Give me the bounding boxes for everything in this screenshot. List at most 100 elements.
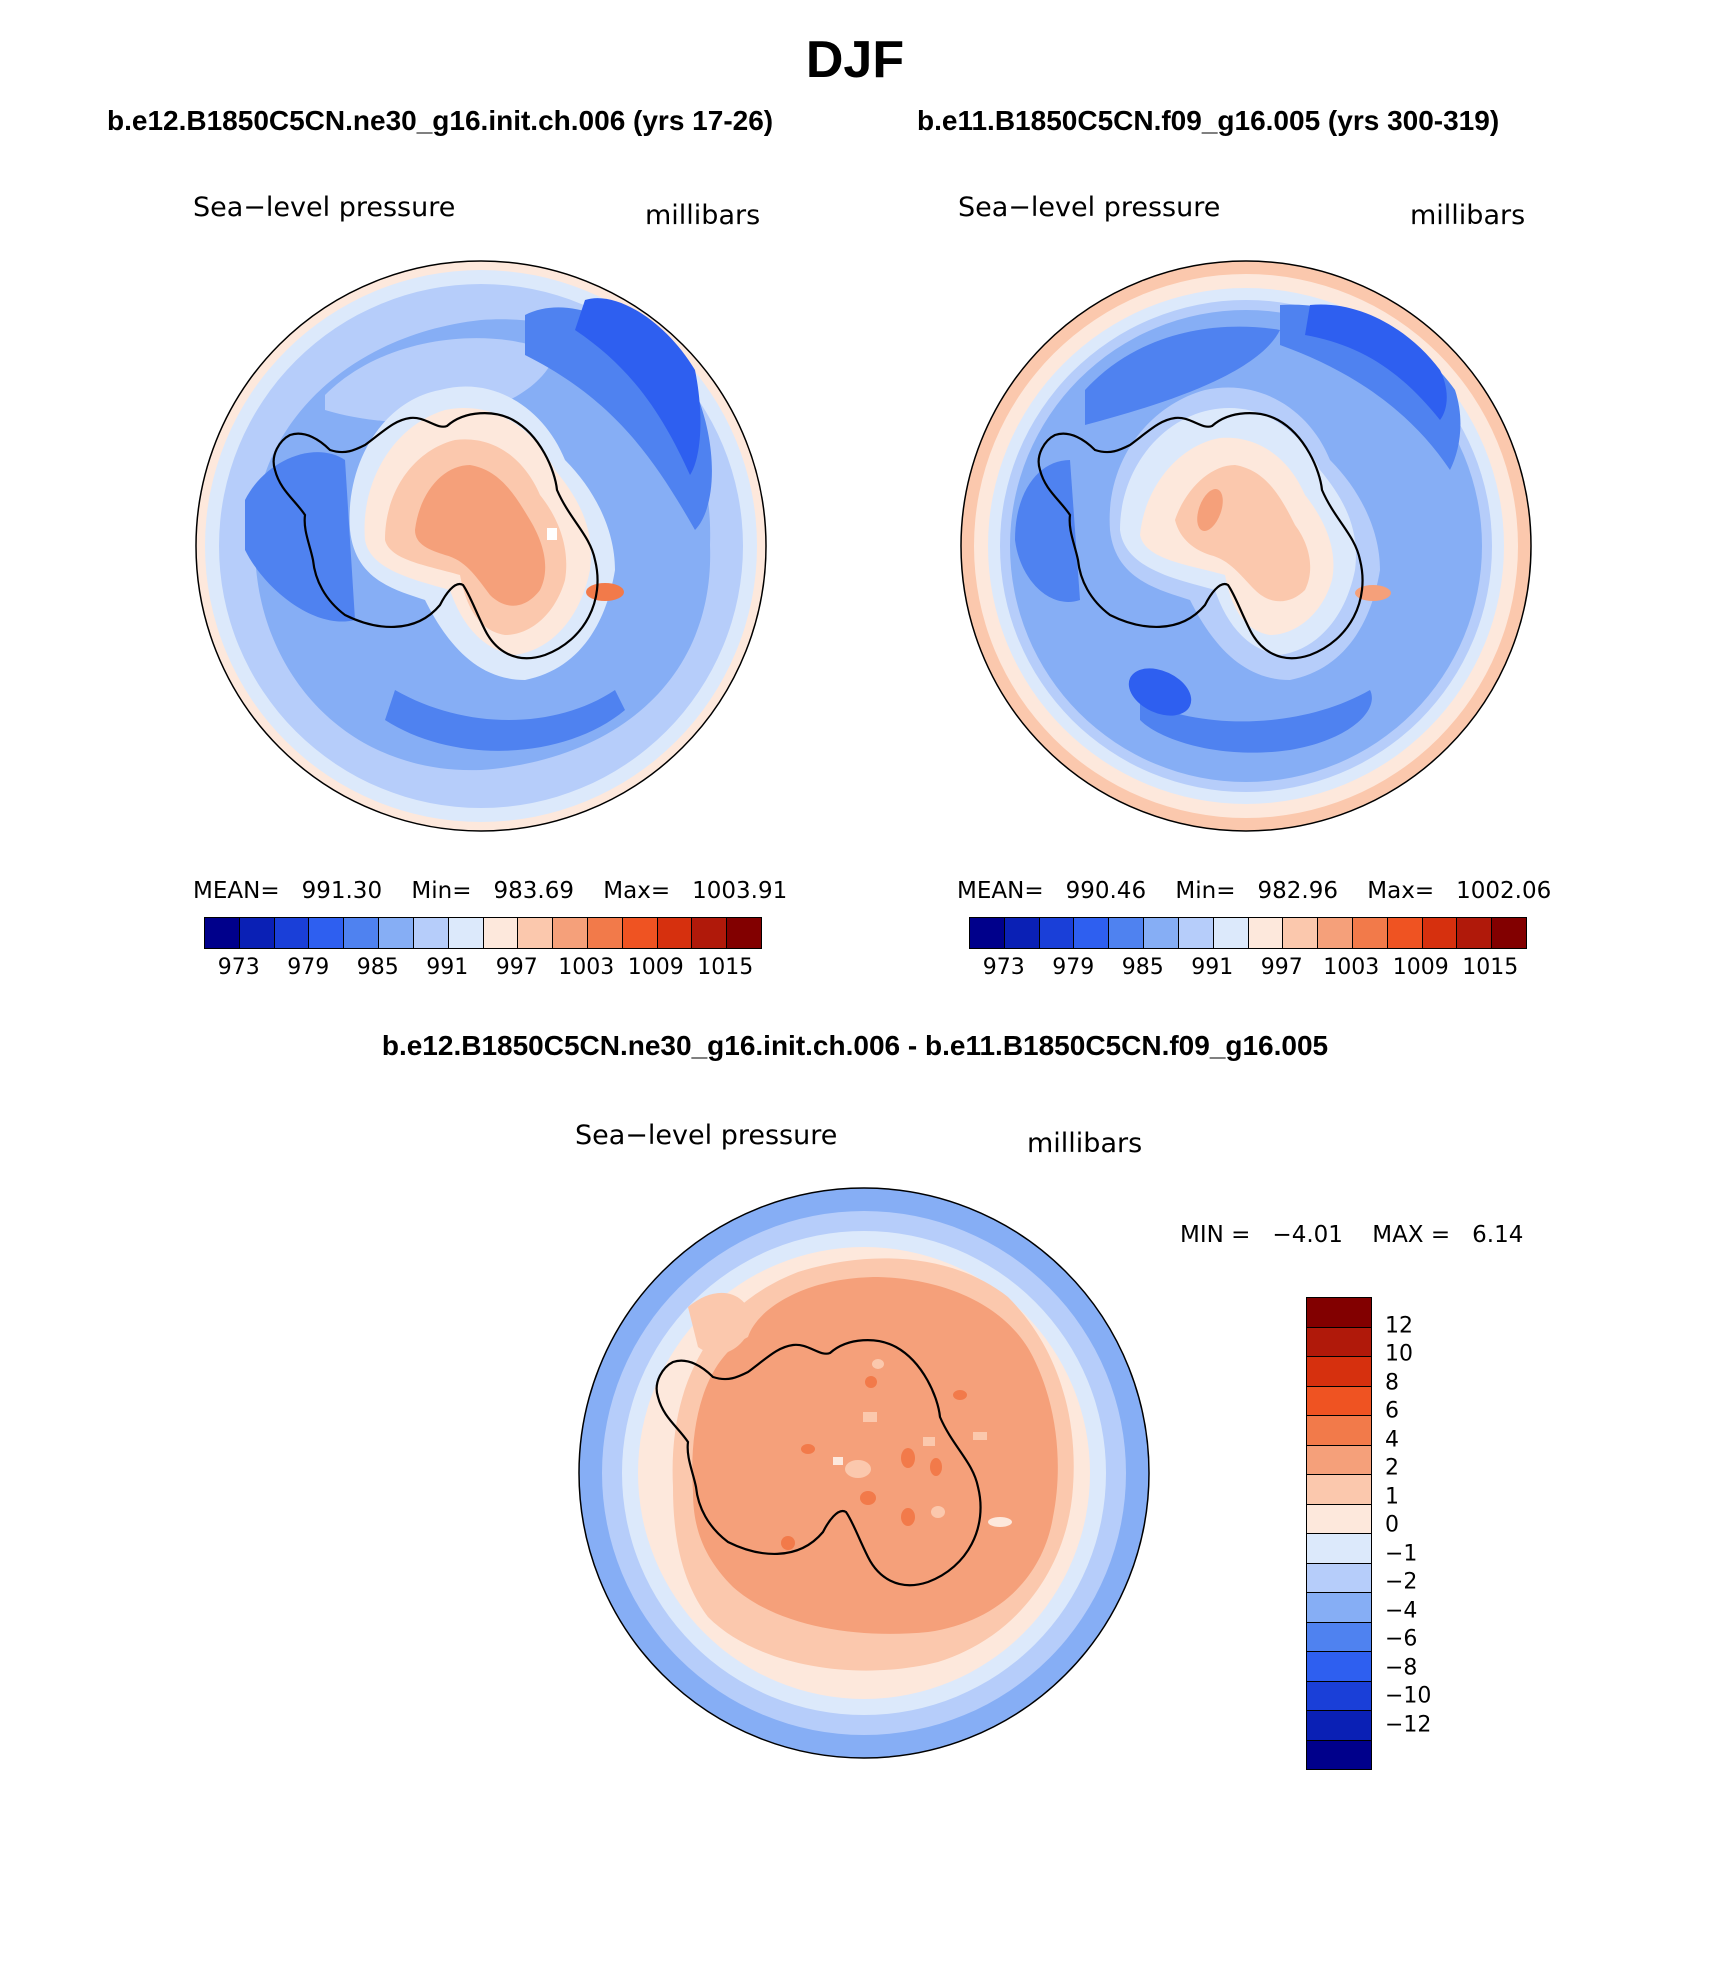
diff-min-value: −4.01 <box>1272 1222 1343 1248</box>
diff-colorbar-tick-label: 8 <box>1385 1370 1399 1395</box>
diff-colorbar-swatch <box>1307 1475 1371 1505</box>
diff-colorbar-swatch <box>1307 1681 1371 1711</box>
diff-colorbar-swatch <box>1307 1416 1371 1446</box>
panel-2-colorbar-swatch <box>1144 918 1179 948</box>
panel-1-min-label: Min= <box>411 878 472 904</box>
panel-1-max-label: Max= <box>603 878 671 904</box>
panel-2-colorbar-tick-label: 991 <box>1191 955 1234 980</box>
diff-colorbar-swatch <box>1307 1357 1371 1387</box>
panel-1-colorbar-swatch <box>483 918 519 948</box>
diff-colorbar-tick-label: −4 <box>1385 1598 1418 1623</box>
panel-1-colorbar-swatch <box>379 918 414 948</box>
diff-minmax: MIN = −4.01 MAX = 6.14 <box>1180 1222 1545 1248</box>
panel-2-colorbar-swatch <box>1213 918 1249 948</box>
panel-1-colorbar-swatch <box>553 918 588 948</box>
panel-1-colorbar-swatch <box>448 918 484 948</box>
panel-2-map <box>960 260 1532 832</box>
panel-1-colorbar-tick-label: 1009 <box>627 955 684 980</box>
panel-1-case-title: b.e12.B1850C5CN.ne30_g16.init.ch.006 (yr… <box>107 105 774 136</box>
panel-2-colorbar-tick-label: 1003 <box>1323 955 1380 980</box>
panel-2-max-label: Max= <box>1367 878 1435 904</box>
diff-colorbar-tick-label: −12 <box>1385 1712 1432 1737</box>
diff-colorbar-swatch <box>1307 1563 1371 1593</box>
panel-1-colorbar-tick-label: 997 <box>495 955 538 980</box>
panel-2-variable-label: Sea−level pressure <box>958 192 1221 223</box>
panel-2-colorbar-swatch <box>1283 918 1319 948</box>
diff-colorbar <box>1306 1297 1372 1770</box>
diff-map <box>578 1187 1150 1759</box>
panel-2-colorbar-swatch <box>1109 918 1145 948</box>
panel-1-colorbar-swatch <box>205 918 240 948</box>
panel-1-colorbar-tick-label: 1015 <box>697 955 754 980</box>
panel-2-colorbar-swatch <box>1387 918 1423 948</box>
panel-1-colorbar-tick-label: 991 <box>426 955 469 980</box>
panel-1-colorbar-swatch <box>692 918 728 948</box>
diff-colorbar-swatch <box>1307 1534 1371 1564</box>
diff-colorbar-tick-label: 10 <box>1385 1341 1413 1367</box>
diff-max-label: MAX = <box>1372 1222 1451 1248</box>
diff-title: b.e12.B1850C5CN.ne30_g16.init.ch.006 - b… <box>381 1030 1329 1061</box>
panel-1-colorbar-swatch <box>274 918 310 948</box>
panel-1-colorbar-swatch <box>587 918 623 948</box>
panel-2-units-label: millibars <box>1410 200 1526 231</box>
panel-1-colorbar-swatch <box>518 918 554 948</box>
panel-2-colorbar-swatch <box>1422 918 1458 948</box>
panel-1-map <box>195 260 767 832</box>
diff-colorbar-tick-label: −8 <box>1385 1655 1418 1680</box>
panel-1-colorbar-tick-label: 985 <box>356 955 399 980</box>
panel-1-colorbar-swatch <box>622 918 658 948</box>
diff-variable-label: Sea−level pressure <box>575 1120 838 1151</box>
diff-colorbar-tick-label: 2 <box>1385 1455 1399 1481</box>
diff-colorbar-swatch <box>1307 1740 1371 1769</box>
panel-2-colorbar-swatch <box>1178 918 1214 948</box>
panel-1-mean-value: 991.30 <box>301 878 383 904</box>
panel-2-colorbar-swatch <box>1318 918 1353 948</box>
panel-1-colorbar <box>204 917 762 949</box>
diff-min-label: MIN = <box>1180 1222 1251 1248</box>
panel-2-colorbar-tick-label: 979 <box>1052 955 1095 980</box>
panel-2-max-value: 1002.06 <box>1456 878 1552 904</box>
panel-2-colorbar-swatch <box>1457 918 1493 948</box>
panel-2-colorbar-tick-label: 985 <box>1121 955 1164 980</box>
panel-2-stats: MEAN= 990.46 Min= 982.96 Max= 1002.06 <box>957 878 1573 904</box>
panel-1-colorbar-tick-label: 979 <box>287 955 330 980</box>
diff-colorbar-tick-label: −10 <box>1385 1683 1432 1709</box>
diff-colorbar-swatch <box>1307 1445 1371 1475</box>
panel-2-min-value: 982.96 <box>1257 878 1338 904</box>
panel-1-colorbar-swatch <box>344 918 380 948</box>
figure-title: DJF <box>805 31 905 89</box>
panel-1-colorbar-swatch <box>309 918 345 948</box>
panel-1-colorbar-swatch <box>239 918 275 948</box>
panel-2-colorbar-swatch <box>970 918 1005 948</box>
panel-1-colorbar-swatch <box>657 918 693 948</box>
diff-colorbar-swatch <box>1307 1327 1371 1357</box>
diff-colorbar-swatch <box>1307 1386 1371 1416</box>
panel-2-colorbar-tick-label: 973 <box>982 955 1025 980</box>
diff-colorbar-tick-label: −1 <box>1385 1541 1418 1566</box>
diff-colorbar-tick-label: 1 <box>1385 1484 1399 1509</box>
diff-colorbar-swatch <box>1307 1593 1371 1623</box>
panel-1-max-value: 1003.91 <box>692 878 788 904</box>
panel-1-colorbar-tick-label: 1003 <box>558 955 615 980</box>
panel-1-variable-label: Sea−level pressure <box>193 192 456 223</box>
panel-2-colorbar-swatch <box>1039 918 1075 948</box>
diff-colorbar-swatch <box>1307 1711 1371 1741</box>
diff-colorbar-tick-label: −2 <box>1385 1569 1418 1595</box>
panel-2-case-title: b.e11.B1850C5CN.f09_g16.005 (yrs 300-319… <box>917 105 1500 136</box>
diff-colorbar-tick-label: 0 <box>1385 1512 1399 1538</box>
diff-colorbar-tick-label: 12 <box>1385 1313 1413 1338</box>
panel-2-colorbar-tick-label: 997 <box>1260 955 1303 980</box>
panel-1-colorbar-swatch <box>727 918 761 948</box>
panel-1-stats: MEAN= 991.30 Min= 983.69 Max= 1003.91 <box>193 878 809 904</box>
panel-2-colorbar-ticks: 973 979 985 991 997 1003 1009 1015 <box>969 955 1525 985</box>
panel-2-min-label: Min= <box>1175 878 1236 904</box>
diff-colorbar-swatch <box>1307 1298 1371 1328</box>
panel-2-colorbar-swatch <box>1248 918 1284 948</box>
panel-2-mean-label: MEAN= <box>957 878 1044 904</box>
panel-1-colorbar-ticks: 973 979 985 991 997 1003 1009 1015 <box>204 955 760 985</box>
panel-2-mean-value: 990.46 <box>1065 878 1147 904</box>
diff-max-value: 6.14 <box>1472 1222 1524 1248</box>
panel-2-colorbar-swatch <box>1352 918 1388 948</box>
panel-1-colorbar-tick-label: 973 <box>217 955 260 980</box>
diff-units-label: millibars <box>1027 1128 1143 1159</box>
